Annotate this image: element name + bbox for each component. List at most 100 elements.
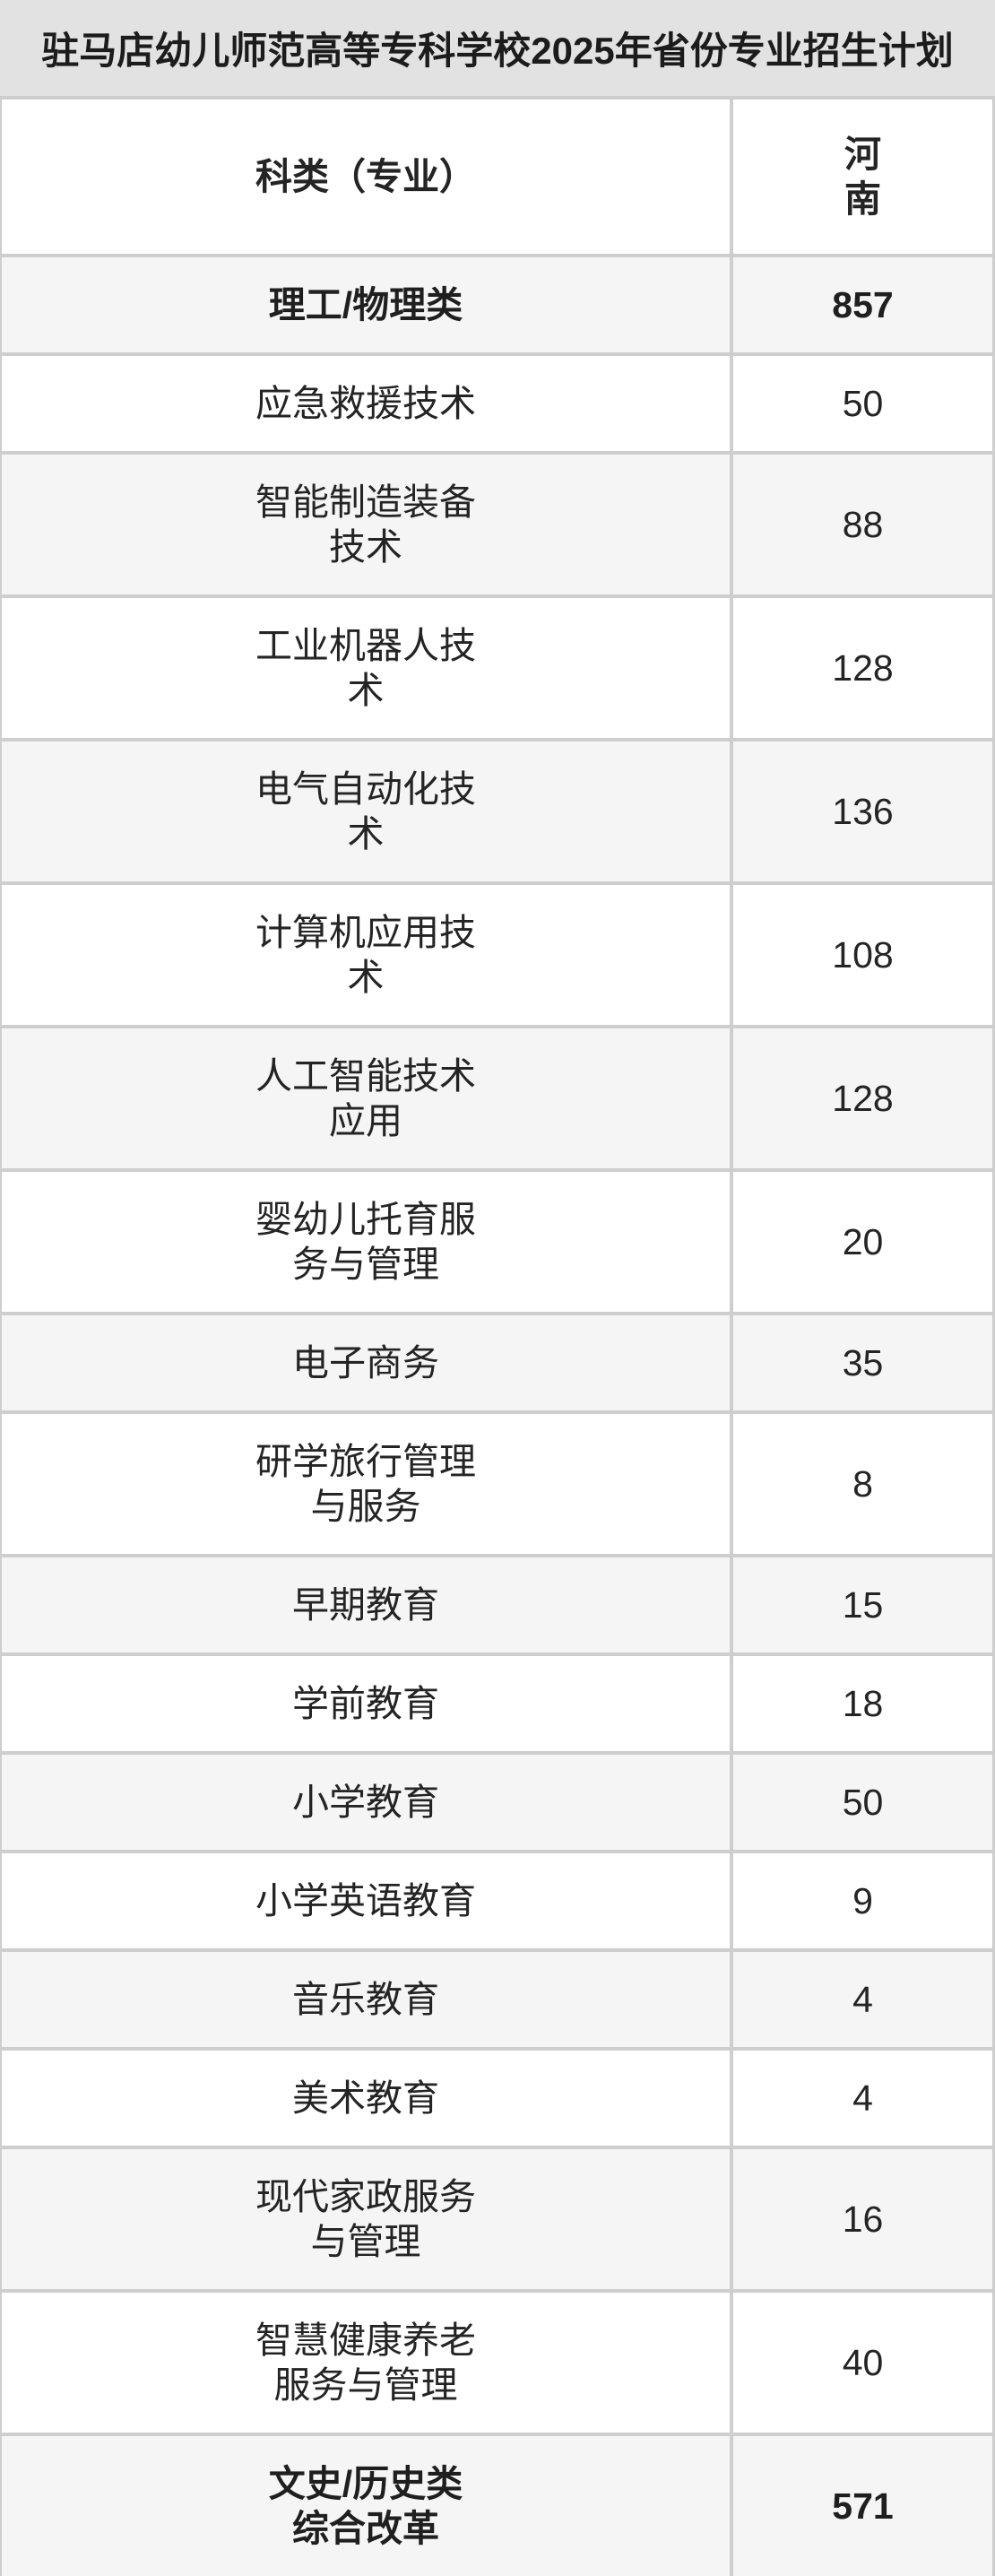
count-cell: 88 [733,455,992,594]
count-cell: 20 [733,1172,992,1312]
count-value: 8 [852,1463,873,1505]
specialty-label: 文史/历史类综合改革 [268,2463,463,2549]
specialty-cell: 小学英语教育 [2,1853,730,1948]
category-header-cell: 科类（专业） [2,100,730,254]
count-cell: 50 [733,1755,992,1850]
specialty-label: 美术教育 [292,2077,439,2119]
table-row: 现代家政服务与管理 16 [2,2149,992,2289]
count-value: 50 [842,383,884,424]
count-value: 4 [852,1979,873,2020]
specialty-cell: 理工/物理类 [2,257,730,352]
table-row: 小学英语教育 9 [2,1853,992,1948]
count-cell: 35 [733,1315,992,1410]
specialty-label: 人工智能技术应用 [255,1055,476,1141]
table-row: 工业机器人技术 128 [2,598,992,738]
specialty-cell: 电子商务 [2,1315,730,1410]
specialty-label: 应急救援技术 [255,383,476,424]
table-row: 美术教育 4 [2,2051,992,2146]
count-cell: 9 [733,1853,992,1948]
table-row: 文史/历史类综合改革 571 [2,2436,992,2576]
table-row: 应急救援技术 50 [2,356,992,451]
specialty-cell: 工业机器人技术 [2,598,730,738]
count-value: 136 [832,791,894,832]
count-value: 18 [842,1683,884,1724]
specialty-label: 小学教育 [292,1782,439,1823]
specialty-label: 音乐教育 [292,1979,439,2020]
specialty-cell: 计算机应用技术 [2,885,730,1025]
specialty-cell: 音乐教育 [2,1952,730,2047]
specialty-label: 电气自动化技术 [255,768,476,854]
page-title-bar: 驻马店幼儿师范高等专科学校2025年省份专业招生计划 [0,0,995,96]
table-row: 计算机应用技术 108 [2,885,992,1025]
table-header-row: 科类（专业） 河南 [2,100,992,254]
count-value: 4 [852,2077,873,2119]
page-title: 驻马店幼儿师范高等专科学校2025年省份专业招生计划 [41,30,954,72]
count-value: 857 [832,284,894,325]
count-cell: 50 [733,356,992,451]
table-row: 电气自动化技术 136 [2,742,992,881]
table-row: 人工智能技术应用 128 [2,1028,992,1168]
table-row: 理工/物理类 857 [2,257,992,352]
specialty-cell: 学前教育 [2,1656,730,1751]
category-header-label: 科类（专业） [255,156,476,197]
table-row: 研学旅行管理与服务 8 [2,1414,992,1554]
specialty-cell: 现代家政服务与管理 [2,2149,730,2289]
table-row: 早期教育 15 [2,1557,992,1652]
count-value: 128 [832,647,894,689]
count-value: 35 [842,1342,884,1383]
specialty-cell: 应急救援技术 [2,356,730,451]
count-value: 50 [842,1782,884,1823]
table-row: 学前教育 18 [2,1656,992,1751]
count-value: 88 [842,504,884,545]
specialty-label: 计算机应用技术 [255,912,476,998]
specialty-cell: 研学旅行管理与服务 [2,1414,730,1554]
specialty-cell: 婴幼儿托育服务与管理 [2,1172,730,1312]
table-row: 小学教育 50 [2,1755,992,1850]
specialty-cell: 小学教育 [2,1755,730,1850]
table-row: 婴幼儿托育服务与管理 20 [2,1172,992,1312]
count-cell: 136 [733,742,992,881]
count-cell: 16 [733,2149,992,2289]
count-value: 40 [842,2342,884,2383]
count-cell: 128 [733,598,992,738]
specialty-label: 现代家政服务与管理 [255,2176,476,2262]
specialty-label: 婴幼儿托育服务与管理 [255,1199,476,1285]
specialty-label: 电子商务 [292,1342,439,1383]
specialty-cell: 美术教育 [2,2051,730,2146]
province-header-cell: 河南 [733,100,992,254]
count-cell: 857 [733,257,992,352]
specialty-cell: 人工智能技术应用 [2,1028,730,1168]
count-cell: 108 [733,885,992,1025]
count-value: 9 [852,1880,873,1921]
specialty-cell: 智慧健康养老服务与管理 [2,2293,730,2433]
province-header-label: 河南 [844,134,881,220]
count-cell: 4 [733,2051,992,2146]
count-cell: 8 [733,1414,992,1554]
specialty-label: 工业机器人技术 [255,625,476,711]
count-value: 16 [842,2199,884,2240]
specialty-cell: 电气自动化技术 [2,742,730,881]
specialty-label: 理工/物理类 [268,284,463,325]
table-row: 电子商务 35 [2,1315,992,1410]
count-value: 128 [832,1078,894,1119]
enrollment-table: 科类（专业） 河南 理工/物理类 857 应急救援技术 50 智能制造装备技术 … [0,96,995,2576]
count-cell: 15 [733,1557,992,1652]
count-value: 571 [832,2485,894,2527]
count-cell: 18 [733,1656,992,1751]
count-cell: 40 [733,2293,992,2433]
count-value: 15 [842,1584,884,1626]
count-value: 108 [832,934,894,976]
specialty-label: 智能制造装备技术 [255,481,476,568]
specialty-cell: 文史/历史类综合改革 [2,2436,730,2576]
count-cell: 128 [733,1028,992,1168]
count-value: 20 [842,1221,884,1262]
table-row: 音乐教育 4 [2,1952,992,2047]
specialty-label: 小学英语教育 [255,1880,476,1921]
specialty-cell: 早期教育 [2,1557,730,1652]
specialty-label: 研学旅行管理与服务 [255,1441,476,1527]
table-row: 智慧健康养老服务与管理 40 [2,2293,992,2433]
specialty-label: 智慧健康养老服务与管理 [255,2320,476,2406]
specialty-label: 早期教育 [292,1584,439,1626]
count-cell: 571 [733,2436,992,2576]
specialty-cell: 智能制造装备技术 [2,455,730,594]
